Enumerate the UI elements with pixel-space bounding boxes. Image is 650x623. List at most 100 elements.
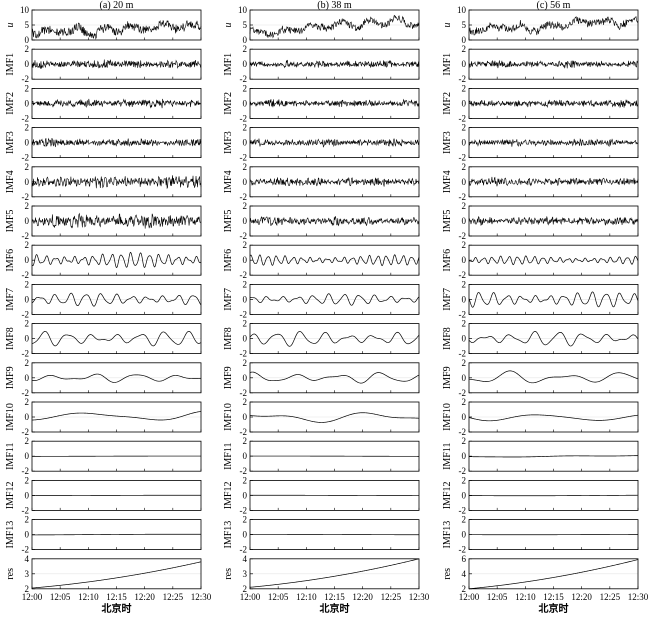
y-tick-label: 2 (243, 319, 248, 329)
y-axis-label: res (223, 568, 234, 580)
x-tick-label: 12:10 (296, 592, 317, 602)
series-line-imf9 (468, 370, 639, 384)
series-line-imf9 (249, 371, 420, 384)
y-tick-label: 2 (462, 436, 467, 446)
panel-res: 4 3 2 res (5, 554, 202, 594)
y-tick-label: -2 (459, 505, 467, 515)
y-tick-label: -2 (240, 349, 248, 359)
y-tick-label: 0 (25, 255, 30, 265)
y-tick-label: 2 (25, 436, 30, 446)
y-axis-label: IMF13 (5, 521, 16, 549)
y-tick-label: -2 (240, 113, 248, 123)
panel-u: 10 5 0 u (223, 5, 420, 45)
y-axis-label: IMF11 (5, 442, 16, 469)
y-tick-label: 2 (462, 475, 467, 485)
y-axis-label: IMF1 (442, 53, 453, 76)
y-axis-label: IMF5 (223, 210, 234, 233)
panel-res: 6 4 2 res (442, 554, 639, 594)
panel-imf12: 2 0 -2 IMF12 (223, 475, 420, 515)
y-tick-label: 0 (462, 138, 467, 148)
y-axis-label: IMF9 (442, 366, 453, 389)
y-tick-label: -2 (459, 192, 467, 202)
series-line-u (468, 15, 639, 36)
y-tick-label: -2 (240, 74, 248, 84)
x-tick-label: 12:25 (381, 592, 402, 602)
panel-imf7: 2 0 -2 IMF7 (5, 279, 202, 319)
series-line-imf6 (31, 251, 202, 269)
y-axis-label: IMF7 (5, 288, 16, 311)
panel-imf5: 2 0 -2 IMF5 (223, 201, 420, 241)
y-tick-label: 2 (462, 319, 467, 329)
y-tick-label: 0 (25, 373, 30, 383)
panel-imf6: 2 0 -2 IMF6 (442, 240, 639, 280)
y-tick-label: -2 (22, 309, 30, 319)
y-tick-label: 2 (25, 475, 30, 485)
series-line-imf4 (31, 175, 202, 190)
series-line-imf7 (250, 293, 420, 306)
y-axis-label: u (223, 23, 234, 28)
y-tick-label: 2 (243, 83, 248, 93)
y-tick-label: -2 (22, 192, 30, 202)
y-tick-label: 0 (25, 530, 30, 540)
y-axis-label: IMF3 (223, 131, 234, 154)
y-tick-label: -2 (459, 427, 467, 437)
series-line-imf7 (468, 291, 639, 308)
y-axis-label: IMF8 (5, 327, 16, 350)
y-tick-label: 10 (457, 5, 467, 15)
y-axis-label: IMF10 (5, 403, 16, 431)
y-tick-label: -2 (240, 388, 248, 398)
panel-imf3: 2 0 -2 IMF3 (223, 123, 420, 163)
y-tick-label: 0 (25, 59, 30, 69)
y-axis-label: IMF9 (5, 366, 16, 389)
series-line-imf4 (249, 177, 420, 187)
y-tick-label: 2 (243, 584, 248, 594)
chart-column-0: (a) 20 m1050u20-2IMF120-2IMF220-2IMF320-… (5, 0, 212, 615)
y-axis-label: IMF7 (442, 288, 453, 311)
y-tick-label: 0 (462, 59, 467, 69)
x-tick-label: 12:25 (163, 592, 184, 602)
series-line-imf10 (31, 411, 202, 421)
chart-title: (a) 20 m (100, 0, 134, 11)
series-line-res (249, 558, 420, 588)
y-axis-label: IMF4 (442, 170, 453, 193)
panel-imf11: 2 0 -2 IMF11 (442, 436, 639, 476)
y-tick-label: 0 (243, 255, 248, 265)
x-axis-label: 北京时 (102, 602, 132, 615)
chart-column-2: (c) 56 m1050u20-2IMF120-2IMF220-2IMF320-… (442, 0, 649, 615)
y-tick-label: 0 (25, 98, 30, 108)
y-tick-label: 2 (25, 358, 30, 368)
panel-imf8: 2 0 -2 IMF8 (442, 319, 639, 359)
y-tick-label: -2 (22, 153, 30, 163)
y-tick-label: 2 (243, 44, 248, 54)
series-line-imf12 (469, 494, 638, 497)
y-tick-label: 2 (462, 123, 467, 133)
y-tick-label: 0 (462, 98, 467, 108)
y-tick-label: 2 (462, 515, 467, 525)
x-tick-label: 12:10 (515, 592, 536, 602)
y-axis-label: u (442, 23, 453, 28)
panel-imf4: 2 0 -2 IMF4 (442, 162, 639, 202)
y-tick-label: 0 (462, 294, 467, 304)
y-tick-label: -2 (22, 270, 30, 280)
y-axis-label: u (5, 23, 16, 28)
y-tick-label: 2 (462, 201, 467, 211)
y-tick-label: 0 (243, 59, 248, 69)
y-tick-label: 2 (25, 279, 30, 289)
y-tick-label: 2 (25, 515, 30, 525)
y-tick-label: 5 (462, 20, 467, 30)
y-tick-label: -2 (240, 231, 248, 241)
y-tick-label: 4 (243, 554, 248, 564)
panel-imf5: 2 0 -2 IMF5 (442, 201, 639, 241)
y-tick-label: 0 (462, 451, 467, 461)
x-axis-label: 北京时 (320, 602, 350, 615)
y-tick-label: 0 (462, 373, 467, 383)
series-line-imf8 (468, 331, 639, 347)
panel-imf4: 2 0 -2 IMF4 (5, 162, 202, 202)
series-line-imf8 (31, 330, 202, 347)
y-tick-label: 0 (462, 334, 467, 344)
series-line-imf10 (468, 414, 639, 422)
y-tick-label: -2 (459, 349, 467, 359)
y-tick-label: 2 (243, 436, 248, 446)
y-axis-label: IMF10 (442, 403, 453, 431)
